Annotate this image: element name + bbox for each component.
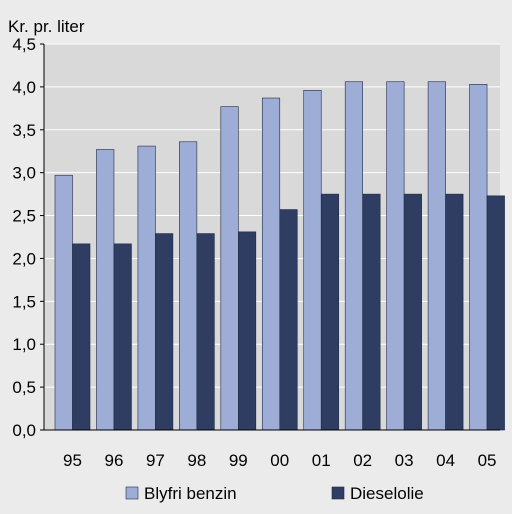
y-axis-unit-label: Kr. pr. liter	[8, 17, 85, 36]
y-tick-label: 0,0	[12, 421, 36, 440]
bar-dieselolie-96	[113, 243, 132, 431]
y-tick-label: 4,5	[12, 35, 36, 54]
bar-blyfri-benzin-05	[469, 84, 488, 431]
bar-dieselolie-03	[403, 193, 422, 431]
legend: Blyfri benzin Dieselolie	[125, 484, 424, 503]
x-tick-label: 96	[104, 451, 123, 470]
y-tick-label: 2,0	[12, 249, 36, 268]
x-tick-labels: 95 96 97 98 99 00 01 02 03 04 05	[63, 451, 496, 470]
bar-blyfri-benzin-03	[386, 81, 405, 431]
x-tick-label: 03	[395, 451, 414, 470]
legend-label: Blyfri benzin	[144, 484, 237, 503]
bar-dieselolie-01	[320, 193, 340, 431]
x-tick-label: 02	[353, 451, 372, 470]
bar-dieselolie-02	[362, 193, 381, 431]
bar-dieselolie-04	[445, 193, 464, 431]
x-tick-label: 04	[436, 451, 455, 470]
x-tick-label: 98	[187, 451, 206, 470]
bar-blyfri-benzin-00	[261, 97, 281, 431]
y-tick-label: 1,5	[12, 292, 36, 311]
x-tick-label: 01	[312, 451, 331, 470]
bar-blyfri-benzin-97	[137, 145, 156, 431]
legend-swatch	[331, 486, 345, 500]
y-tick-label: 0,5	[12, 378, 36, 397]
bar-dieselolie-98	[196, 233, 215, 431]
x-tick-label: 05	[478, 451, 497, 470]
x-tick-label: 95	[63, 451, 82, 470]
bar-blyfri-benzin-02	[344, 81, 363, 431]
bar-blyfri-benzin-04	[427, 81, 446, 431]
y-tick-labels: 0,0 0,5 1,0 1,5 2,0 2,5 3,0 3,5 4,0 4,5	[12, 35, 36, 440]
bar-blyfri-benzin-96	[96, 149, 115, 431]
x-tick-label: 00	[270, 451, 289, 470]
y-tick-label: 1,0	[12, 335, 36, 354]
x-tick-label: 97	[146, 451, 165, 470]
legend-swatch	[125, 486, 139, 500]
x-tick-label: 99	[229, 451, 248, 470]
bar-blyfri-benzin-99	[220, 106, 239, 431]
bar-dieselolie-99	[238, 231, 257, 431]
bar-dieselolie-00	[279, 209, 298, 431]
legend-label: Dieselolie	[350, 484, 424, 503]
y-tick-label: 3,5	[12, 121, 36, 140]
bar-dieselolie-97	[155, 233, 174, 431]
bar-blyfri-benzin-98	[179, 141, 198, 431]
bar-dieselolie-95	[72, 243, 91, 431]
y-tick-label: 2,5	[12, 207, 36, 226]
y-tick-label: 4,0	[12, 78, 36, 97]
bar-dieselolie-05	[486, 195, 505, 431]
y-tick-label: 3,0	[12, 164, 36, 183]
bar-blyfri-benzin-95	[54, 174, 73, 431]
axes	[40, 43, 500, 431]
bar-blyfri-benzin-01	[303, 90, 322, 431]
bars	[54, 81, 505, 431]
